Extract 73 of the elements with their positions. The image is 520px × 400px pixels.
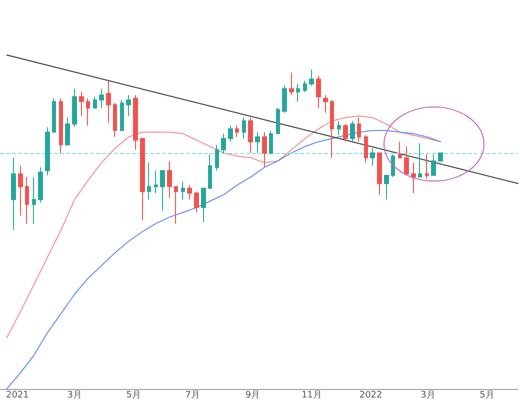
candlestick: [45, 126, 50, 176]
candlestick: [194, 190, 199, 213]
candlestick: [377, 152, 382, 196]
candlestick: [99, 88, 104, 108]
candlestick: [384, 174, 389, 200]
candlestick: [337, 120, 341, 136]
candlestick: [255, 132, 260, 154]
x-tick-label: 5月: [480, 390, 494, 400]
candlestick: [411, 162, 416, 194]
candlestick: [120, 99, 124, 131]
candlestick: [370, 148, 375, 166]
candlestick: [221, 133, 226, 154]
candlestick: [174, 186, 178, 224]
candlestick: [438, 152, 443, 162]
candlestick: [11, 157, 16, 231]
x-tick-label: 11月: [302, 390, 322, 400]
candlestick: [316, 75, 321, 108]
candlestick: [398, 141, 402, 158]
x-tick-label: 2021: [6, 390, 29, 400]
x-tick-label: 2022: [359, 390, 382, 400]
candlestick: [296, 83, 300, 102]
candlestick: [93, 96, 97, 108]
candlestick: [65, 117, 70, 146]
candlestick: [431, 154, 436, 176]
candlestick: [343, 124, 348, 142]
candlestick: [160, 170, 165, 212]
candlestick: [113, 102, 117, 138]
candlestick: [32, 176, 36, 224]
candlestick: [52, 98, 56, 133]
candlestick: [25, 176, 29, 224]
candlestick: [425, 154, 429, 180]
candlestick: [262, 132, 267, 168]
candlestick: [242, 117, 246, 139]
candlestick: [364, 134, 368, 164]
candlestick: [269, 130, 273, 156]
candlestick: [330, 99, 334, 158]
candlestick: [140, 138, 145, 221]
candlestick: [357, 117, 361, 142]
candlestick: [282, 85, 287, 114]
x-tick-label: 3月: [67, 390, 82, 400]
candlestick: [323, 94, 328, 114]
candlestick: [167, 160, 172, 198]
candlestick: [303, 80, 307, 92]
candlestick: [147, 162, 151, 200]
candlestick: [187, 184, 192, 200]
candlestick: [391, 154, 395, 178]
candlestick: [38, 166, 43, 204]
candlestick: [276, 107, 280, 134]
candlestick: [418, 142, 422, 178]
candlestick: [215, 144, 219, 172]
candlestick: [235, 125, 239, 138]
candlestick: [72, 88, 77, 128]
candlestick: [154, 170, 158, 194]
candlestick: [133, 94, 138, 150]
x-tick-label: 5月: [126, 390, 141, 400]
candlestick: [201, 188, 206, 222]
candlestick: [309, 68, 314, 86]
candlestick: [208, 154, 212, 189]
candlestick: [86, 98, 90, 126]
candlestick: [350, 120, 355, 142]
candlestick: [106, 80, 111, 123]
candlestick: [59, 98, 63, 154]
candlestick: [126, 94, 131, 117]
x-tick-label: 9月: [245, 390, 260, 400]
candlestick: [404, 146, 409, 176]
x-tick-label: 7月: [185, 390, 200, 400]
candlestick: [289, 72, 294, 96]
candlestick: [181, 181, 185, 200]
x-tick-label: 3月: [420, 390, 436, 400]
candlestick: [248, 117, 253, 154]
candlestick: [228, 125, 233, 142]
candlestick: [18, 165, 23, 216]
candlestick: [79, 91, 84, 117]
